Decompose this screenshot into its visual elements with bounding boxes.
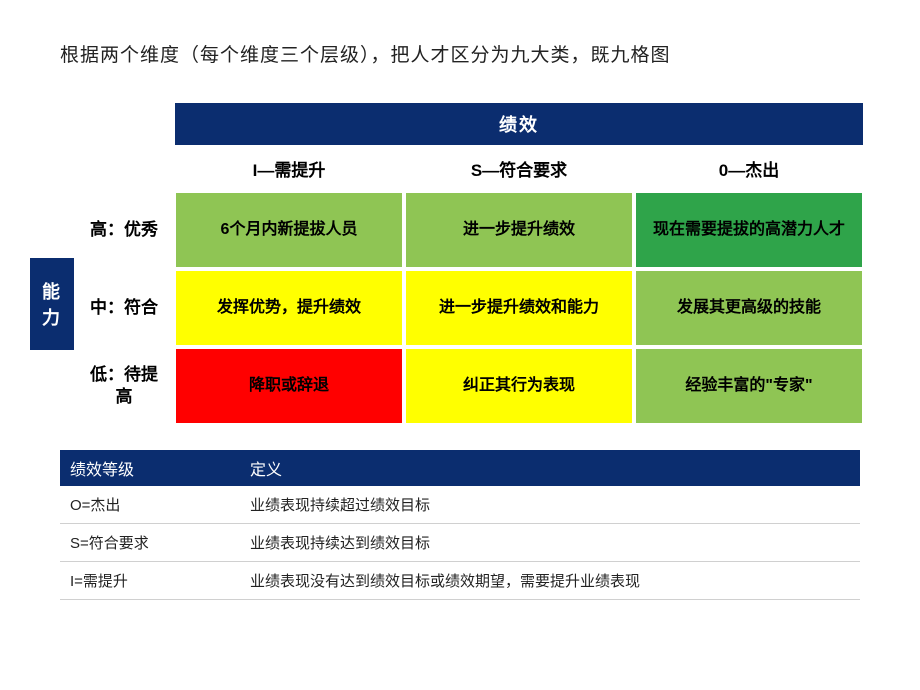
cell-2-0: 降职或辞退 — [174, 347, 404, 425]
cell-2-2: 经验丰富的"专家" — [634, 347, 864, 425]
nine-box-matrix: 能力 绩效 I—需提升 S—符合要求 0—杰出 高：优秀 6个月内新提拔人员 进… — [30, 102, 860, 425]
cell-1-1: 进一步提升绩效和能力 — [404, 269, 634, 347]
page-title: 根据两个维度（每个维度三个层级），把人才区分为九大类，既九格图 — [60, 40, 860, 67]
matrix-row-2: 低：待提高 降职或辞退 纠正其行为表现 经验丰富的"专家" — [74, 347, 864, 425]
cell-2-1: 纠正其行为表现 — [404, 347, 634, 425]
legend-row-0: O=杰出 业绩表现持续超过绩效目标 — [60, 486, 860, 524]
matrix-row-0: 高：优秀 6个月内新提拔人员 进一步提升绩效 现在需要提拔的高潜力人才 — [74, 191, 864, 269]
cell-1-2: 发展其更高级的技能 — [634, 269, 864, 347]
legend-row-2: I=需提升 业绩表现没有达到绩效目标或绩效期望，需要提升业绩表现 — [60, 562, 860, 600]
cell-1-0: 发挥优势，提升绩效 — [174, 269, 404, 347]
legend-row-1: S=符合要求 业绩表现持续达到绩效目标 — [60, 524, 860, 562]
legend-cell: 业绩表现没有达到绩效目标或绩效期望，需要提升业绩表现 — [240, 562, 860, 599]
legend-header-0: 绩效等级 — [60, 450, 240, 486]
y-axis-container: 能力 — [30, 182, 74, 425]
cell-0-0: 6个月内新提拔人员 — [174, 191, 404, 269]
x-axis-label: 绩效 — [174, 102, 864, 146]
col-header-2: 0—杰出 — [634, 146, 864, 191]
legend-header-1: 定义 — [240, 450, 860, 486]
matrix-row-1: 中：符合 发挥优势，提升绩效 进一步提升绩效和能力 发展其更高级的技能 — [74, 269, 864, 347]
col-header-0: I—需提升 — [174, 146, 404, 191]
cell-0-1: 进一步提升绩效 — [404, 191, 634, 269]
col-header-1: S—符合要求 — [404, 146, 634, 191]
row-header-2: 低：待提高 — [74, 347, 174, 425]
row-header-1: 中：符合 — [74, 269, 174, 347]
legend-cell: 业绩表现持续达到绩效目标 — [240, 524, 860, 561]
legend-cell: 业绩表现持续超过绩效目标 — [240, 486, 860, 523]
x-axis-headers-row: I—需提升 S—符合要求 0—杰出 — [74, 146, 864, 191]
row-header-0: 高：优秀 — [74, 191, 174, 269]
corner-spacer-2 — [74, 146, 174, 191]
legend-cell: I=需提升 — [60, 562, 240, 599]
corner-spacer — [74, 102, 174, 146]
legend-table: 绩效等级 定义 O=杰出 业绩表现持续超过绩效目标 S=符合要求 业绩表现持续达… — [60, 450, 860, 600]
legend-cell: O=杰出 — [60, 486, 240, 523]
legend-cell: S=符合要求 — [60, 524, 240, 561]
legend-header-row: 绩效等级 定义 — [60, 450, 860, 486]
y-axis-label: 能力 — [30, 258, 74, 350]
x-axis-title-row: 绩效 — [74, 102, 864, 146]
cell-0-2: 现在需要提拔的高潜力人才 — [634, 191, 864, 269]
grid-area: 绩效 I—需提升 S—符合要求 0—杰出 高：优秀 6个月内新提拔人员 进一步提… — [74, 102, 864, 425]
